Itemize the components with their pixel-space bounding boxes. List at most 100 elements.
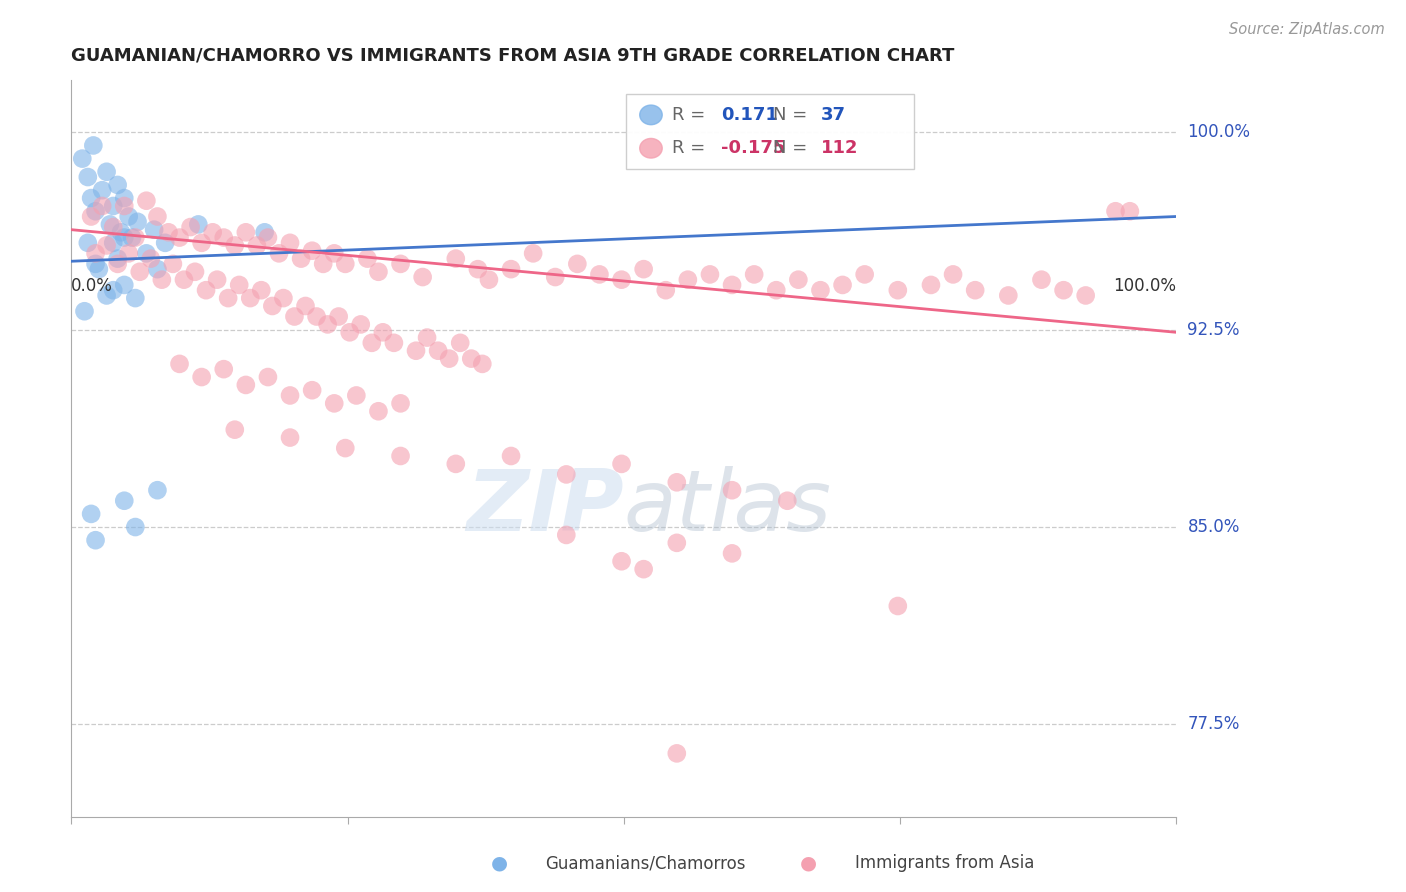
Point	[610, 554, 633, 568]
Point	[169, 230, 191, 244]
Point	[84, 246, 107, 260]
Point	[367, 404, 389, 418]
Point	[80, 191, 103, 205]
Point	[942, 268, 965, 282]
Text: GUAMANIAN/CHAMORRO VS IMMIGRANTS FROM ASIA 9TH GRADE CORRELATION CHART: GUAMANIAN/CHAMORRO VS IMMIGRANTS FROM AS…	[72, 46, 955, 64]
Point	[316, 318, 339, 332]
Point	[382, 335, 405, 350]
Point	[257, 370, 280, 384]
Point	[84, 257, 107, 271]
Point	[153, 235, 176, 250]
Point	[118, 210, 141, 224]
Point	[831, 277, 853, 292]
Point	[1074, 288, 1097, 302]
Point	[290, 252, 312, 266]
Point	[103, 283, 125, 297]
Point	[190, 235, 212, 250]
Point	[1104, 204, 1126, 219]
Point	[323, 246, 346, 260]
Text: 85.0%: 85.0%	[1188, 518, 1240, 536]
Point	[118, 246, 141, 260]
Point	[610, 273, 633, 287]
Point	[721, 546, 744, 560]
Point	[588, 268, 610, 282]
Point	[294, 299, 316, 313]
Point	[107, 257, 129, 271]
Point	[776, 493, 799, 508]
Text: Immigrants from Asia: Immigrants from Asia	[855, 855, 1035, 872]
Point	[73, 304, 96, 318]
Point	[253, 225, 276, 239]
Point	[278, 235, 301, 250]
Point	[810, 283, 832, 297]
Point	[201, 225, 224, 239]
Point	[212, 230, 235, 244]
Point	[162, 257, 184, 271]
Point	[997, 288, 1019, 302]
Point	[103, 235, 125, 250]
Text: 77.5%: 77.5%	[1188, 715, 1240, 733]
Point	[246, 238, 269, 252]
Point	[128, 265, 150, 279]
Point	[112, 230, 135, 244]
Point	[335, 257, 357, 271]
Point	[107, 178, 129, 192]
Point	[235, 225, 257, 239]
Text: 0.171: 0.171	[721, 106, 778, 124]
Point	[312, 257, 335, 271]
Point	[76, 169, 98, 184]
Point	[633, 562, 655, 576]
Point	[887, 283, 910, 297]
Point	[655, 283, 678, 297]
Point	[676, 273, 699, 287]
Text: N =: N =	[773, 139, 813, 157]
Point	[721, 483, 744, 498]
Point	[150, 273, 173, 287]
Point	[323, 396, 346, 410]
Point	[76, 235, 98, 250]
Point	[87, 262, 110, 277]
Point	[228, 277, 250, 292]
Point	[765, 283, 787, 297]
Point	[555, 467, 578, 482]
Point	[360, 335, 382, 350]
Point	[371, 326, 394, 340]
Point	[1031, 273, 1053, 287]
Text: 100.0%: 100.0%	[1188, 123, 1250, 141]
Point	[499, 262, 522, 277]
Point	[107, 252, 129, 266]
Point	[124, 520, 146, 534]
Point	[80, 507, 103, 521]
Point	[82, 138, 104, 153]
Point	[665, 475, 688, 490]
Point	[367, 265, 389, 279]
Point	[110, 225, 132, 239]
Point	[205, 273, 228, 287]
Text: Source: ZipAtlas.com: Source: ZipAtlas.com	[1229, 22, 1385, 37]
Point	[339, 326, 361, 340]
Point	[344, 388, 367, 402]
Point	[235, 378, 257, 392]
Point	[665, 747, 688, 761]
Point	[610, 457, 633, 471]
Point	[427, 343, 450, 358]
Point	[84, 204, 107, 219]
Point	[127, 215, 149, 229]
Point	[187, 218, 209, 232]
Point	[471, 357, 494, 371]
Text: ●: ●	[491, 854, 508, 873]
Point	[239, 291, 262, 305]
Point	[146, 210, 169, 224]
Point	[522, 246, 544, 260]
Point	[112, 277, 135, 292]
Point	[499, 449, 522, 463]
Point	[356, 252, 378, 266]
Point	[146, 262, 169, 277]
Point	[544, 270, 567, 285]
Point	[405, 343, 427, 358]
Point	[444, 457, 467, 471]
Point	[389, 396, 412, 410]
Point	[257, 230, 280, 244]
Point	[135, 194, 157, 208]
Point	[1119, 204, 1142, 219]
